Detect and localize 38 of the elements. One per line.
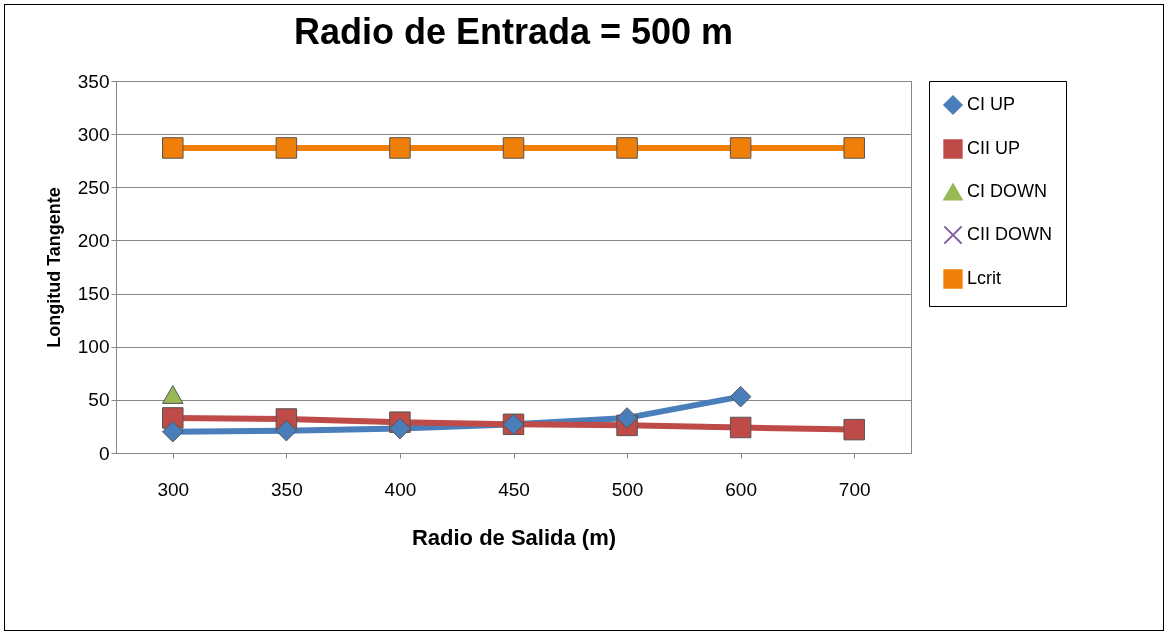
x-tick-label: 700 — [838, 478, 871, 500]
x-tick-label: 300 — [157, 478, 190, 500]
legend-label: CII DOWN — [967, 224, 1052, 244]
y-tick-label: 300 — [77, 123, 110, 145]
point — [729, 416, 752, 439]
x-tick-label: 450 — [498, 478, 530, 500]
point — [729, 137, 752, 159]
legend-label: CI UP — [967, 94, 1016, 114]
y-tick-label: 50 — [88, 389, 110, 411]
x-tick-label: 400 — [384, 478, 417, 500]
y-tick-label: 350 — [77, 70, 110, 92]
y-tick-label: 100 — [77, 336, 110, 358]
point — [729, 385, 752, 408]
point — [275, 419, 298, 442]
y-tick-label: 0 — [98, 442, 110, 464]
y-tick-label: 250 — [77, 176, 110, 198]
point — [616, 407, 638, 429]
point — [843, 418, 865, 441]
chart-title: Radio de Entrada = 500 m — [293, 11, 734, 52]
point — [162, 421, 184, 443]
point — [162, 385, 184, 404]
x-axis-title: Radio de Salida (m) — [411, 524, 617, 550]
point — [843, 137, 865, 159]
legend-label: CI DOWN — [967, 181, 1047, 201]
y-tick-label: 200 — [77, 229, 110, 251]
point — [162, 137, 184, 159]
x-tick-label: 600 — [725, 478, 757, 500]
legend-label: Lcrit — [967, 268, 1002, 288]
point — [389, 417, 411, 440]
x-tick-label: 500 — [611, 478, 644, 500]
point — [275, 137, 298, 159]
y-tick-label: 150 — [77, 283, 110, 305]
point — [502, 137, 525, 159]
y-axis-title: Longitud Tangente — [43, 187, 64, 348]
point — [389, 137, 411, 159]
legend-label: CII UP — [967, 138, 1021, 158]
point — [616, 137, 638, 159]
x-tick-label: 350 — [271, 478, 303, 500]
